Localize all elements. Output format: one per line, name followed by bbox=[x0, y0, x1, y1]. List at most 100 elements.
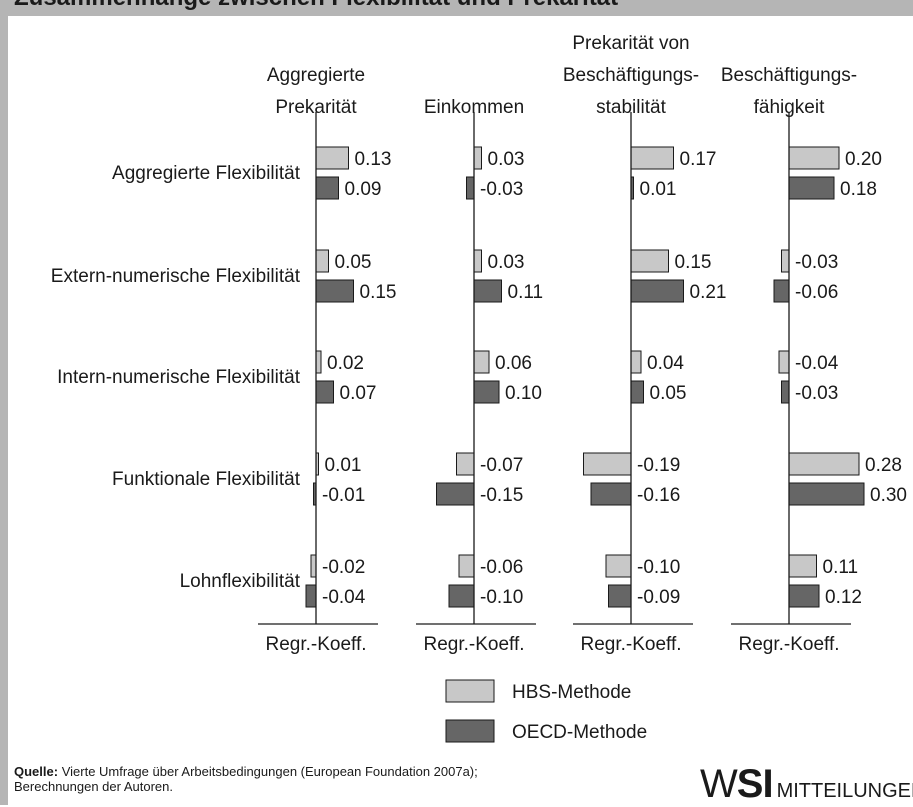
bar-hbs bbox=[473, 146, 482, 170]
bar-hbs bbox=[458, 554, 475, 578]
source-note: Quelle: Vierte Umfrage über Arbeitsbedin… bbox=[14, 764, 614, 794]
bar-oecd bbox=[315, 176, 339, 200]
legend-swatch bbox=[445, 719, 495, 743]
data-label: 0.18 bbox=[840, 179, 877, 200]
wsi-logo: WSI MITTEILUNGEN bbox=[700, 762, 913, 807]
data-label: 0.17 bbox=[680, 149, 717, 170]
data-label: 0.12 bbox=[825, 587, 862, 608]
panel-title: Beschäftigungs- bbox=[721, 65, 857, 86]
data-label: 0.07 bbox=[340, 383, 377, 404]
legend-swatch bbox=[445, 679, 495, 703]
data-label: -0.09 bbox=[637, 587, 680, 608]
panel-title: Aggregierte bbox=[267, 65, 365, 86]
data-label: 0.11 bbox=[823, 557, 859, 578]
bar-oecd bbox=[436, 482, 475, 506]
bar-oecd bbox=[315, 380, 334, 404]
bar-hbs bbox=[630, 249, 669, 273]
header-bar: Zusammenhänge zwischen Flexibilität und … bbox=[0, 0, 913, 16]
bar-oecd bbox=[590, 482, 632, 506]
data-label: -0.04 bbox=[795, 353, 839, 374]
panel-title: Beschäftigungs- bbox=[563, 65, 699, 86]
bar-hbs bbox=[583, 452, 632, 476]
bar-oecd bbox=[630, 279, 684, 303]
bar-oecd bbox=[788, 176, 835, 200]
data-label: -0.04 bbox=[322, 587, 366, 608]
bar-oecd bbox=[466, 176, 475, 200]
source-text: Vierte Umfrage über Arbeitsbedingungen (… bbox=[61, 764, 478, 779]
data-label: -0.10 bbox=[480, 587, 523, 608]
data-label: 0.11 bbox=[508, 282, 544, 303]
bar-oecd bbox=[473, 380, 500, 404]
category-label: Intern-numerische Flexibilität bbox=[57, 367, 301, 388]
source-text-2: Berechnungen der Autoren. bbox=[14, 779, 174, 794]
data-label: 0.02 bbox=[327, 353, 364, 374]
bar-hbs bbox=[473, 249, 482, 273]
axis-label: Regr.-Koeff. bbox=[738, 634, 839, 655]
data-label: 0.28 bbox=[865, 455, 902, 476]
bar-oecd bbox=[448, 584, 475, 608]
data-label: -0.10 bbox=[637, 557, 680, 578]
panel-title: fähigkeit bbox=[754, 97, 825, 118]
legend-label: HBS-Methode bbox=[512, 682, 631, 703]
bar-hbs bbox=[630, 350, 642, 374]
data-label: 0.06 bbox=[495, 353, 532, 374]
data-label: -0.03 bbox=[795, 383, 838, 404]
data-label: 0.15 bbox=[675, 252, 712, 273]
panel-title: Prekarität von bbox=[572, 33, 689, 54]
bar-hbs bbox=[456, 452, 475, 476]
data-label: -0.02 bbox=[322, 557, 365, 578]
panel-title: Prekarität bbox=[275, 97, 357, 118]
bar-hbs bbox=[778, 350, 790, 374]
data-label: 0.05 bbox=[650, 383, 687, 404]
wsi-logo-mark: WSI bbox=[700, 762, 774, 806]
bar-oecd bbox=[315, 279, 354, 303]
figure-title: Zusammenhänge zwischen Flexibilität und … bbox=[14, 0, 618, 12]
data-label: -0.03 bbox=[795, 252, 838, 273]
source-label: Quelle: bbox=[14, 764, 59, 779]
bar-oecd bbox=[773, 279, 790, 303]
data-label: -0.01 bbox=[322, 485, 365, 506]
data-label: 0.20 bbox=[845, 149, 882, 170]
bar-hbs bbox=[310, 554, 317, 578]
data-label: 0.21 bbox=[690, 282, 727, 303]
data-label: -0.19 bbox=[637, 455, 680, 476]
data-label: -0.07 bbox=[480, 455, 523, 476]
bar-oecd bbox=[630, 380, 644, 404]
data-label: 0.10 bbox=[505, 383, 542, 404]
bar-hbs bbox=[315, 350, 322, 374]
data-label: 0.30 bbox=[870, 485, 907, 506]
bar-hbs bbox=[630, 146, 674, 170]
data-label: 0.01 bbox=[325, 455, 362, 476]
data-label: 0.03 bbox=[488, 252, 525, 273]
bar-hbs bbox=[315, 146, 349, 170]
data-label: 0.01 bbox=[640, 179, 677, 200]
data-label: -0.16 bbox=[637, 485, 680, 506]
bar-hbs bbox=[781, 249, 790, 273]
bar-hbs bbox=[605, 554, 632, 578]
data-label: 0.03 bbox=[488, 149, 525, 170]
bar-hbs bbox=[788, 554, 817, 578]
bar-hbs bbox=[788, 452, 860, 476]
category-label: Funktionale Flexibilität bbox=[112, 469, 301, 490]
category-label: Aggregierte Flexibilität bbox=[112, 163, 301, 184]
panel-title: Einkommen bbox=[424, 97, 524, 118]
chart: Aggregierte Flexibilität Extern-numerisch… bbox=[51, 33, 907, 743]
data-label: 0.05 bbox=[335, 252, 372, 273]
left-frame-bar bbox=[0, 16, 8, 805]
legend-label: OECD-Methode bbox=[512, 722, 647, 743]
data-label: 0.09 bbox=[345, 179, 382, 200]
bar-oecd bbox=[788, 584, 820, 608]
bar-oecd bbox=[608, 584, 632, 608]
axis-label: Regr.-Koeff. bbox=[580, 634, 681, 655]
wsi-logo-subtitle: MITTEILUNGEN bbox=[776, 780, 913, 802]
category-label: Lohnflexibilität bbox=[180, 571, 301, 592]
data-label: -0.15 bbox=[480, 485, 523, 506]
data-label: -0.06 bbox=[795, 282, 838, 303]
axis-label: Regr.-Koeff. bbox=[423, 634, 524, 655]
bar-hbs bbox=[315, 249, 329, 273]
category-label: Extern-numerische Flexibilität bbox=[51, 266, 301, 287]
data-label: 0.13 bbox=[355, 149, 392, 170]
data-label: -0.06 bbox=[480, 557, 523, 578]
bar-hbs bbox=[788, 146, 840, 170]
bar-oecd bbox=[781, 380, 790, 404]
